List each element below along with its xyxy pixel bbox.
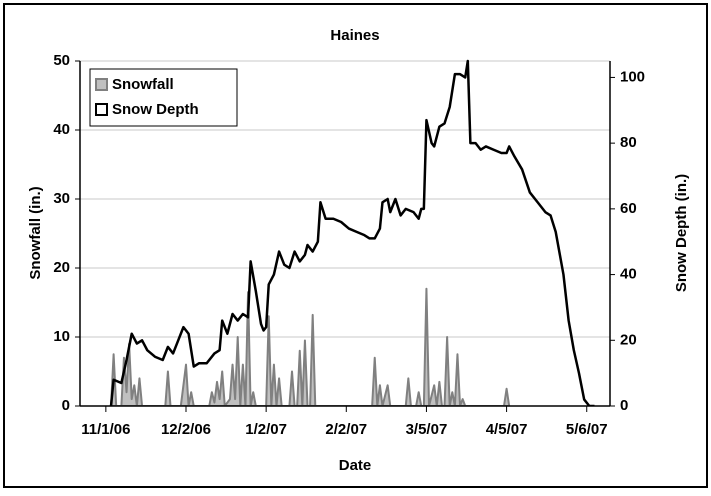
y2-tick-label: 100 xyxy=(620,68,645,85)
y2-tick-label: 0 xyxy=(620,397,628,414)
y2-tick-label: 20 xyxy=(620,331,637,348)
y-tick-label: 0 xyxy=(62,397,70,414)
y-tick-label: 40 xyxy=(53,121,70,138)
y-tick-label: 30 xyxy=(53,190,70,207)
y2-axis-label: Snow Depth (in.) xyxy=(673,174,690,292)
x-axis-label: Date xyxy=(339,457,372,474)
y2-tick-label: 60 xyxy=(620,200,637,217)
chart-title: Haines xyxy=(330,27,379,44)
legend-swatch xyxy=(95,78,108,91)
x-tick-label: 12/2/06 xyxy=(161,421,211,438)
legend xyxy=(89,68,238,127)
y-tick-label: 50 xyxy=(53,52,70,69)
y-tick-label: 20 xyxy=(53,259,70,276)
legend-label: Snowfall xyxy=(112,76,174,93)
y2-tick-label: 40 xyxy=(620,266,637,283)
x-tick-label: 2/2/07 xyxy=(325,421,367,438)
legend-label: Snow Depth xyxy=(112,101,199,118)
snowfall-area xyxy=(110,287,511,406)
x-tick-label: 1/2/07 xyxy=(245,421,287,438)
y-axis-label: Snowfall (in.) xyxy=(27,186,44,279)
x-tick-label: 5/6/07 xyxy=(566,421,608,438)
x-tick-label: 11/1/06 xyxy=(81,421,130,438)
x-tick-label: 4/5/07 xyxy=(486,421,528,438)
x-tick-label: 3/5/07 xyxy=(406,421,448,438)
y-tick-label: 10 xyxy=(53,328,70,345)
legend-swatch xyxy=(95,103,108,116)
snow-depth-line xyxy=(109,59,595,406)
y2-tick-label: 80 xyxy=(620,134,637,151)
